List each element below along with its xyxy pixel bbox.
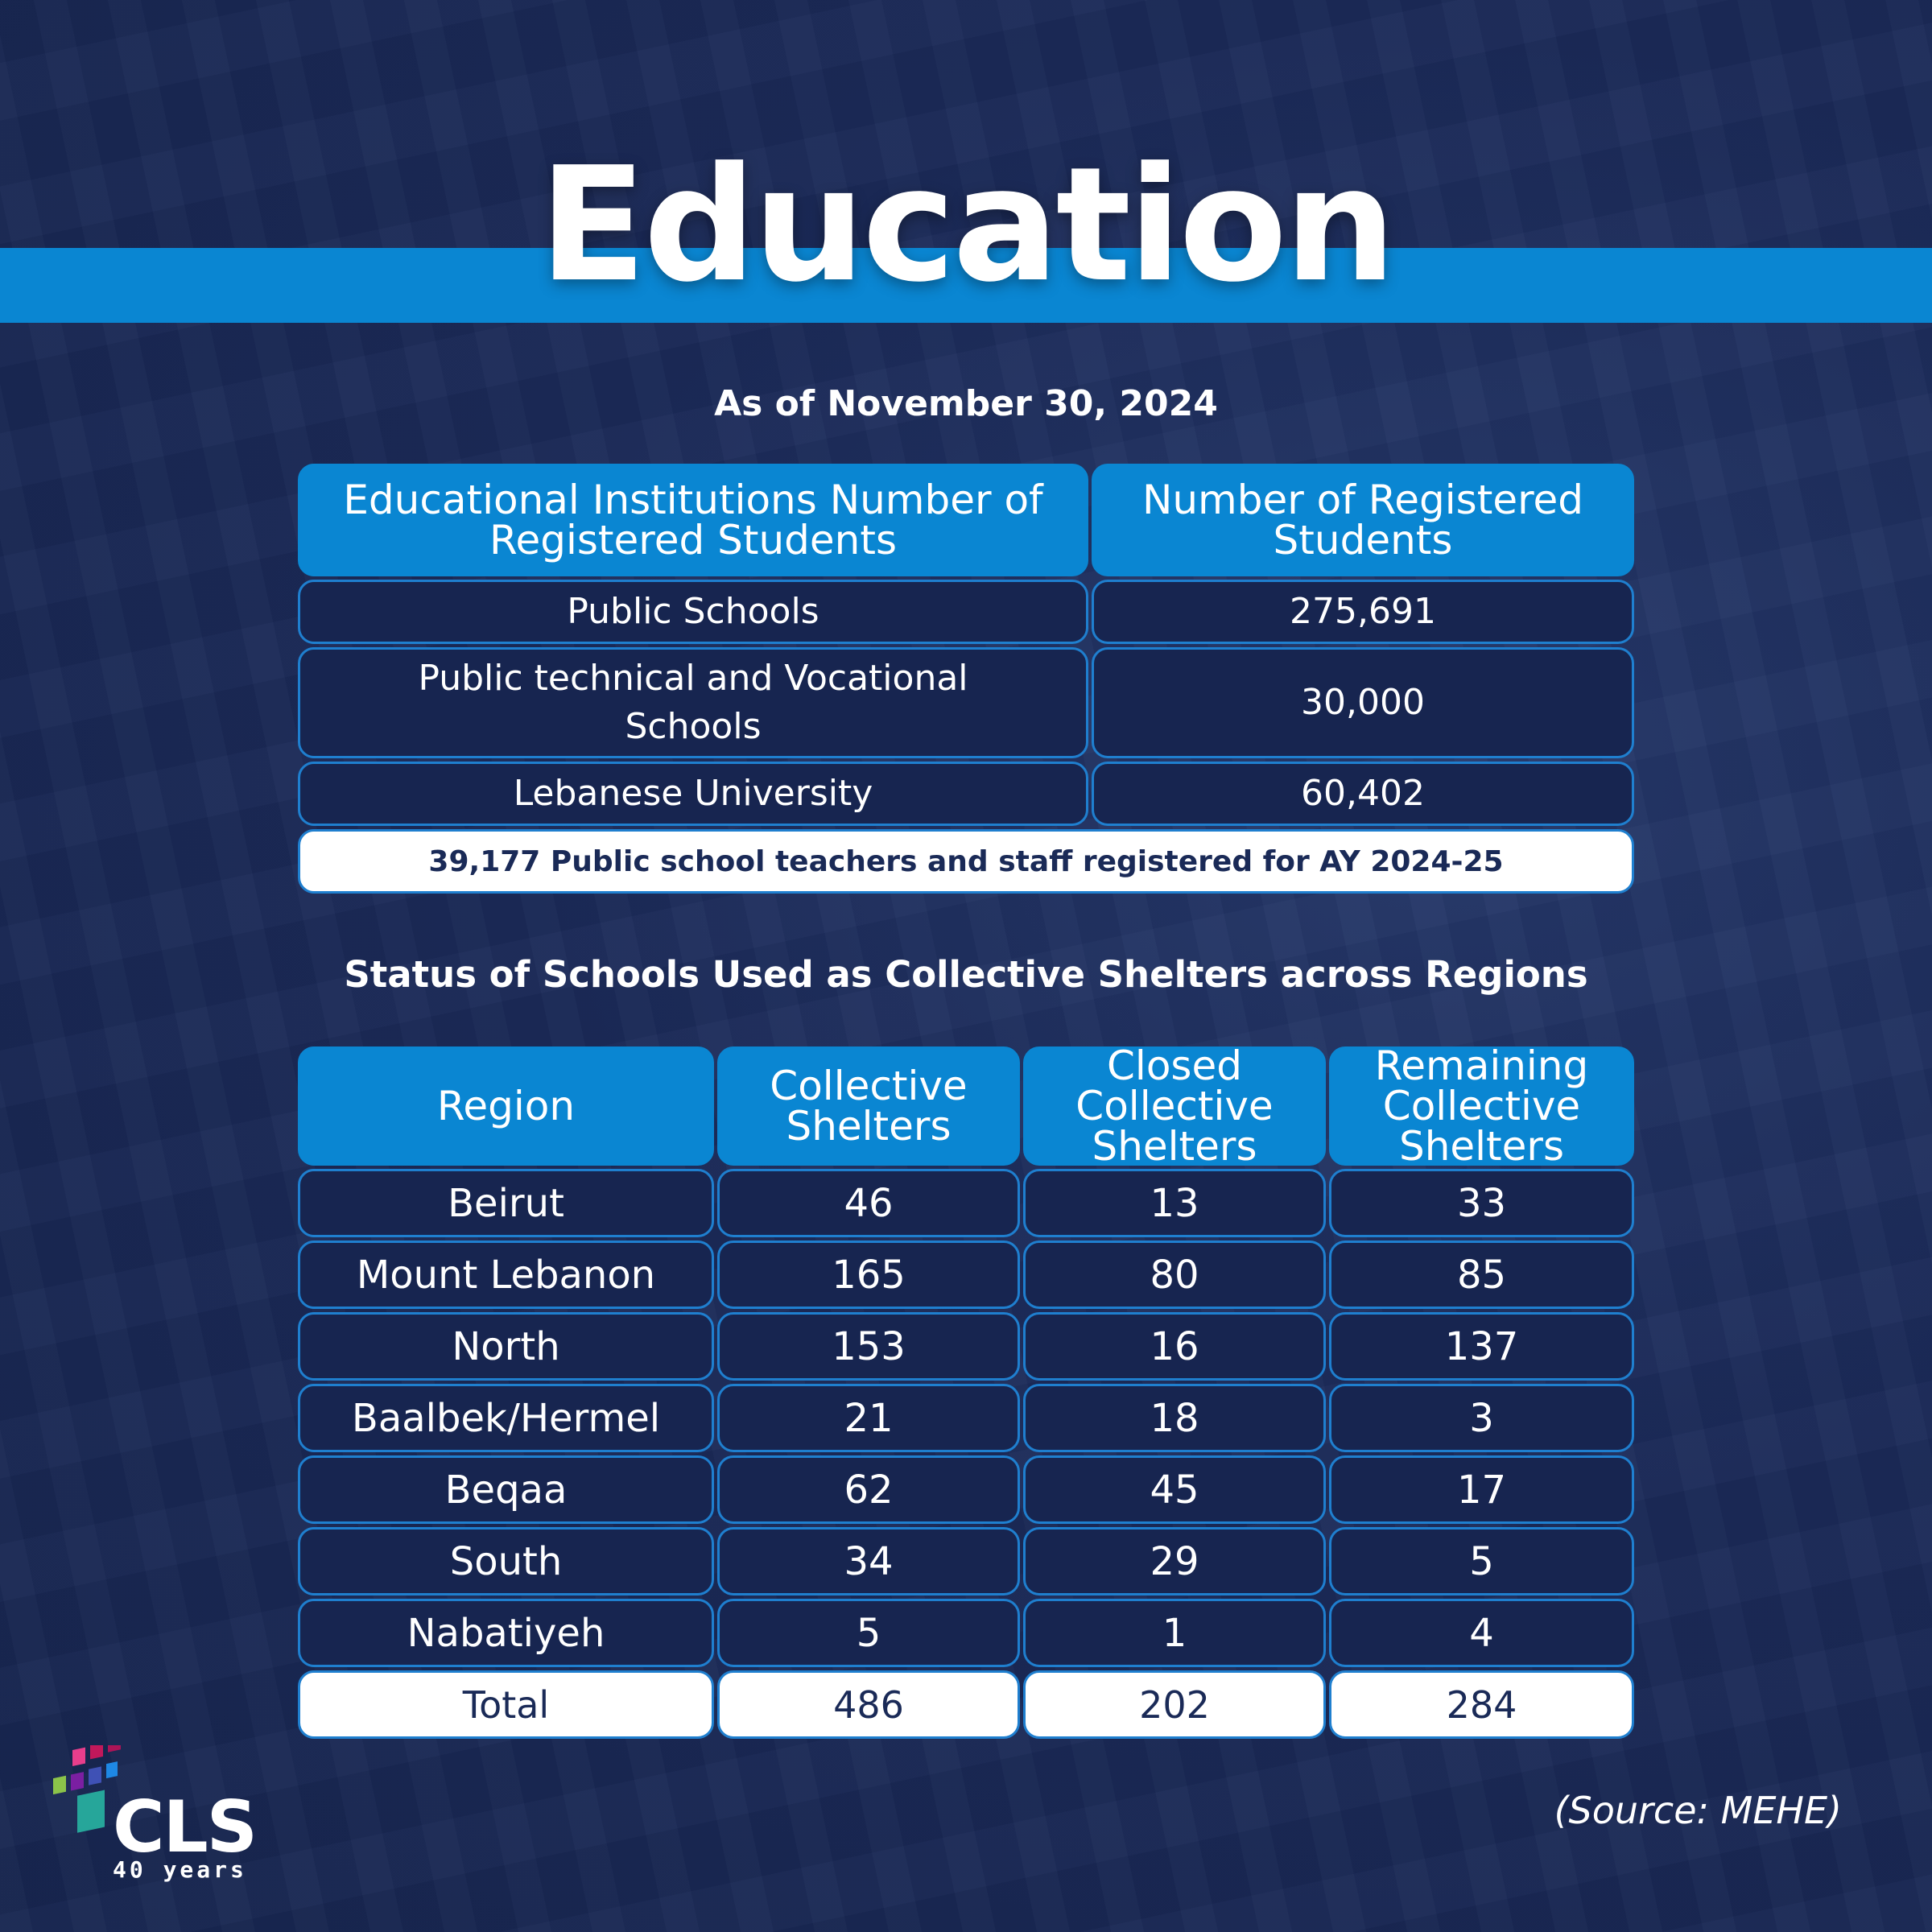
table-cell-closed: 1 <box>1023 1599 1326 1667</box>
table-cell-closed: 16 <box>1023 1312 1326 1381</box>
shelters-header-closed: Closed Collective Shelters <box>1023 1046 1326 1166</box>
table-row-region: North <box>298 1312 714 1381</box>
table-cell-collective: 165 <box>717 1241 1020 1309</box>
table-cell-closed: 29 <box>1023 1527 1326 1596</box>
logo-tagline: 40 years <box>113 1856 247 1883</box>
teachers-note: 39,177 Public school teachers and staff … <box>298 829 1634 894</box>
total-cell-region: Total <box>298 1670 714 1739</box>
table-row-region: Beqaa <box>298 1455 714 1524</box>
page-title: Education <box>539 134 1396 317</box>
total-cell-closed: 202 <box>1023 1670 1326 1739</box>
shelters-header-collective: Collective Shelters <box>717 1046 1020 1166</box>
cls-logo-icon <box>53 1745 121 1833</box>
table-cell-closed: 13 <box>1023 1169 1326 1237</box>
logo-name: CLS <box>113 1785 258 1868</box>
table-cell-students: 30,000 <box>1092 647 1634 758</box>
registration-header-institutions: Educational Institutions Number of Regis… <box>298 464 1088 576</box>
title-banner <box>0 248 1932 323</box>
table-cell-remaining: 85 <box>1329 1241 1634 1309</box>
table-row-institution: Public technical and Vocational Schools <box>298 647 1088 758</box>
shelters-header-remaining: Remaining Collective Shelters <box>1329 1046 1634 1166</box>
table-cell-closed: 45 <box>1023 1455 1326 1524</box>
table-cell-collective: 153 <box>717 1312 1020 1381</box>
registration-header-students: Number of Registered Students <box>1092 464 1634 576</box>
table-cell-remaining: 17 <box>1329 1455 1634 1524</box>
table-cell-remaining: 4 <box>1329 1599 1634 1667</box>
table-cell-students: 60,402 <box>1092 762 1634 826</box>
total-cell-remaining: 284 <box>1329 1670 1634 1739</box>
table-row-region: Mount Lebanon <box>298 1241 714 1309</box>
shelters-header-region: Region <box>298 1046 714 1166</box>
as-of-date: As of November 30, 2024 <box>714 383 1218 424</box>
table-cell-collective: 34 <box>717 1527 1020 1596</box>
source-note: (Source: MEHE) <box>1554 1789 1842 1832</box>
table-row-institution: Public Schools <box>298 580 1088 644</box>
table-cell-students: 275,691 <box>1092 580 1634 644</box>
table-cell-collective: 5 <box>717 1599 1020 1667</box>
table-row-region: Beirut <box>298 1169 714 1237</box>
table-cell-closed: 80 <box>1023 1241 1326 1309</box>
table-row-region: Baalbek/Hermel <box>298 1384 714 1452</box>
table-cell-closed: 18 <box>1023 1384 1326 1452</box>
table-row-region: South <box>298 1527 714 1596</box>
table-cell-remaining: 3 <box>1329 1384 1634 1452</box>
shelters-title: Status of Schools Used as Collective She… <box>344 953 1588 996</box>
total-cell-collective: 486 <box>717 1670 1020 1739</box>
table-row-institution: Lebanese University <box>298 762 1088 826</box>
table-cell-collective: 62 <box>717 1455 1020 1524</box>
table-cell-remaining: 33 <box>1329 1169 1634 1237</box>
table-cell-remaining: 137 <box>1329 1312 1634 1381</box>
table-cell-collective: 21 <box>717 1384 1020 1452</box>
table-cell-remaining: 5 <box>1329 1527 1634 1596</box>
table-cell-collective: 46 <box>717 1169 1020 1237</box>
table-row-region: Nabatiyeh <box>298 1599 714 1667</box>
